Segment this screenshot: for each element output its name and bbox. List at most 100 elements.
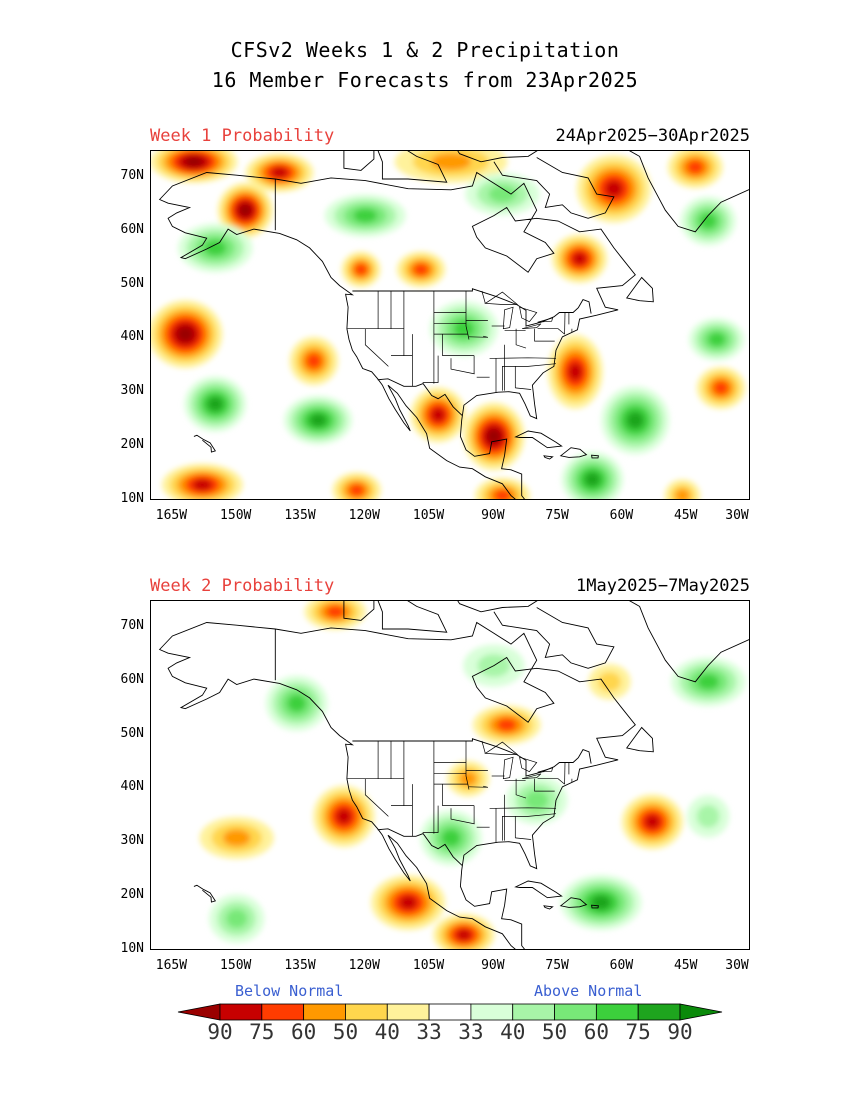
anomaly-above-13 — [671, 657, 746, 707]
anomaly-below-7 — [447, 760, 490, 797]
title-line-2: 16 Member Forecasts from 23Apr2025 — [211, 68, 639, 92]
lon-tick-label: 165W — [155, 508, 188, 523]
anomaly-above-22 — [429, 301, 498, 357]
anomaly-below-18 — [664, 479, 701, 499]
legend-value: 75 — [625, 1020, 651, 1044]
great-lake — [502, 756, 514, 780]
anomaly-below-12 — [410, 387, 466, 443]
legend-value: 33 — [458, 1020, 484, 1044]
legend-value: 90 — [207, 1020, 233, 1044]
state-line — [450, 358, 475, 375]
great-lake — [502, 306, 514, 330]
legend-value: 90 — [667, 1020, 693, 1044]
anomaly-above-19 — [324, 194, 406, 237]
coastlines — [158, 601, 749, 949]
week2-dates: 1May2025−7May2025 — [576, 576, 750, 596]
lon-tick-label: 105W — [412, 958, 445, 973]
lon-tick-label: 150W — [220, 508, 252, 523]
lon-tick-label: 30W — [725, 508, 749, 523]
legend-value: 50 — [541, 1020, 568, 1044]
legend-value: 75 — [249, 1020, 275, 1044]
colorbar-segment — [428, 1003, 472, 1021]
lat-tick-label: 30N — [120, 383, 144, 399]
state-line — [364, 328, 389, 367]
newfoundland — [625, 276, 654, 303]
great-lake — [537, 317, 554, 323]
colorbar-segment — [303, 1003, 346, 1021]
state-line — [481, 290, 486, 304]
state-line — [495, 807, 557, 809]
anomaly-above-25 — [601, 386, 670, 455]
anomaly-below-3 — [433, 913, 495, 949]
state-line — [489, 357, 497, 393]
week2-label: Week 2 Probability — [150, 576, 335, 596]
lon-tick-label: 60W — [609, 508, 634, 523]
state-line — [515, 778, 527, 799]
lat-tick-label: 40N — [120, 779, 144, 795]
greenland-coastline — [629, 601, 749, 683]
cuba — [514, 430, 563, 449]
colorbar-segment — [219, 1003, 263, 1021]
colorbar-segment — [554, 1003, 597, 1021]
colorbar-segment — [261, 1003, 305, 1021]
colorbar-right-arrow — [679, 1003, 723, 1021]
anomaly-above-20 — [178, 223, 253, 273]
arctic-islands — [457, 601, 538, 613]
anomaly-below-0 — [313, 785, 375, 848]
anomaly-above-12 — [506, 775, 568, 825]
lat-tick-label: 50N — [120, 725, 144, 741]
state-line — [483, 785, 488, 788]
state-line — [468, 786, 488, 788]
lon-tick-label: 90W — [481, 958, 505, 973]
state-line — [534, 328, 555, 342]
anomaly-below-4 — [472, 705, 541, 745]
anomaly-above-26 — [689, 318, 745, 361]
anomaly-below-17 — [474, 477, 530, 499]
anomaly-above-9 — [266, 675, 328, 731]
week2-map — [150, 600, 750, 950]
legend-below-normal: Below Normal — [235, 982, 344, 1000]
anomaly-above-10 — [420, 810, 482, 866]
state-line — [481, 740, 486, 754]
state-line — [364, 778, 389, 817]
anomaly-below-8 — [396, 251, 446, 288]
legend-value: 60 — [290, 1020, 317, 1044]
great-lake — [484, 291, 519, 305]
north-america-coastline — [158, 621, 636, 949]
week1-dates: 24Apr2025−30Apr2025 — [555, 126, 750, 146]
anomaly-below-0 — [151, 151, 238, 183]
colorbar-segment — [512, 1003, 555, 1021]
lat-tick-label: 30N — [120, 833, 144, 849]
lat-tick-label: 60N — [120, 671, 144, 687]
anomaly-above-28 — [561, 451, 624, 499]
anomaly-above-24 — [284, 395, 353, 445]
state-line — [450, 808, 475, 825]
anomaly-below-5 — [621, 794, 684, 850]
title-line-1: CFSv2 Weeks 1 & 2 Precipitation — [230, 38, 620, 62]
anomaly-below-15 — [162, 463, 243, 499]
hawaii — [193, 434, 217, 453]
anomaly-below-4 — [576, 154, 651, 223]
legend-above-normal: Above Normal — [534, 982, 643, 1000]
colorbar-segment — [345, 1003, 388, 1021]
anomaly-above-23 — [184, 376, 246, 432]
anomaly-below-14 — [696, 366, 746, 410]
anomaly-below-5 — [667, 151, 723, 189]
baffin-island — [493, 157, 615, 219]
lat-tick-label: 70N — [120, 167, 144, 183]
victoria-island — [377, 601, 448, 633]
baffin-island — [493, 607, 615, 669]
legend-value: 60 — [583, 1020, 609, 1044]
lon-tick-label: 45W — [673, 508, 698, 523]
anomaly-above-16 — [687, 795, 730, 838]
state-line — [515, 328, 527, 349]
lon-tick-label: 60W — [609, 958, 634, 973]
anomaly-below-11 — [463, 402, 525, 471]
state-line — [465, 741, 470, 790]
lon-tick-label: 90W — [481, 508, 505, 523]
hispaniola — [559, 897, 588, 908]
lat-tick-label: 20N — [120, 437, 144, 453]
lon-tick-label: 135W — [284, 508, 316, 523]
anomaly-below-6 — [552, 234, 608, 283]
lon-tick-label: 30W — [725, 958, 749, 973]
